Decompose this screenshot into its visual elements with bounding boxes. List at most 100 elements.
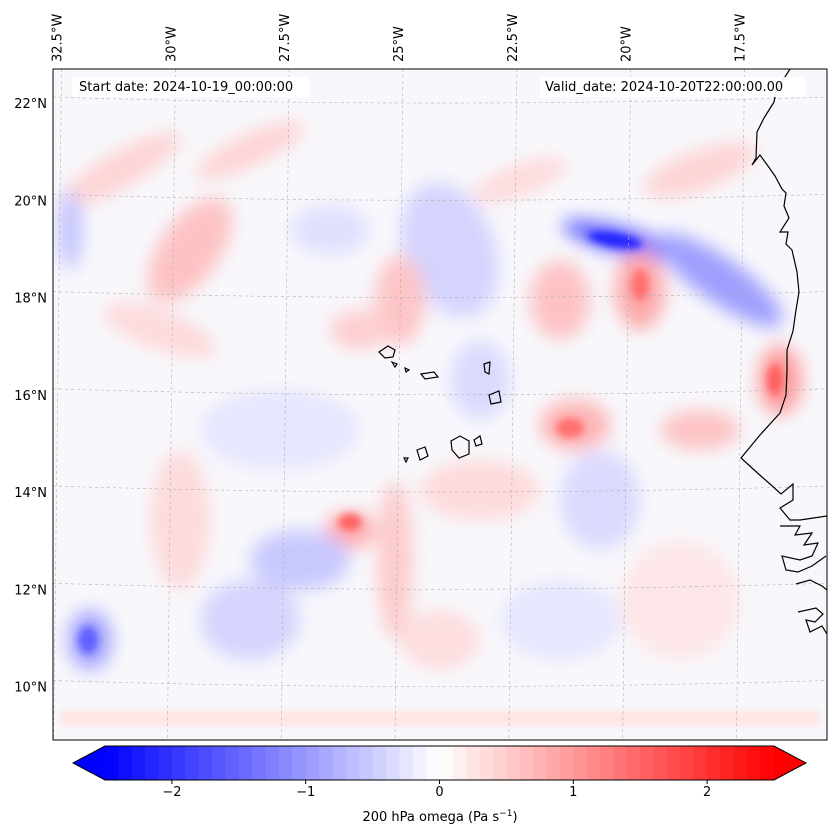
lon-tick-label: 17.5°W xyxy=(733,14,748,62)
colorbar-step xyxy=(666,746,681,780)
lon-gridline xyxy=(280,69,290,740)
gridlines xyxy=(53,69,827,740)
lat-tick-label: 12°N xyxy=(14,583,47,598)
lat-tick-label: 16°N xyxy=(14,389,47,404)
colorbar-step xyxy=(506,746,521,780)
lon-gridline xyxy=(508,69,518,740)
colorbar-step xyxy=(319,746,333,780)
lat-tick-label: 20°N xyxy=(14,194,47,209)
colorbar-step xyxy=(493,746,507,780)
colorbar-step xyxy=(707,746,721,780)
colorbar-step xyxy=(586,746,601,780)
lat-gridline xyxy=(53,291,827,298)
colorbar-tick-label: 2 xyxy=(703,785,711,800)
colorbar-step xyxy=(131,746,146,780)
colorbar-max-extend xyxy=(774,746,806,780)
colorbar-step xyxy=(466,746,481,780)
colorbar-label-prefix: 200 hPa omega (Pa s xyxy=(362,810,499,825)
colorbar-step xyxy=(693,746,708,780)
colorbar-step xyxy=(452,746,467,780)
colorbar-step xyxy=(359,746,374,780)
lat-gridline xyxy=(53,388,827,396)
colorbar-step xyxy=(252,746,267,780)
latitude-labels: 22°N 20°N 18°N 16°N 14°N 12°N 10°N xyxy=(14,97,47,695)
colorbar-step xyxy=(600,746,614,780)
colorbar-step xyxy=(385,746,400,780)
colorbar-step xyxy=(118,746,133,780)
colorbar-tick-label: −1 xyxy=(296,785,315,800)
colorbar-tick-label: 1 xyxy=(569,785,577,800)
colorbar-step xyxy=(626,746,641,780)
colorbar-step xyxy=(613,746,628,780)
colorbar-step xyxy=(747,746,762,780)
colorbar-step xyxy=(105,746,119,780)
colorbar-step xyxy=(559,746,574,780)
colorbar-steps xyxy=(105,746,775,780)
lon-gridline xyxy=(167,69,176,740)
coastline xyxy=(740,69,827,635)
colorbar-step xyxy=(305,746,320,780)
colorbar-step xyxy=(292,746,307,780)
colorbar-step xyxy=(426,746,440,780)
colorbar-step xyxy=(653,746,668,780)
colorbar-step xyxy=(733,746,748,780)
colorbar-tick-label: 0 xyxy=(435,785,443,800)
colorbar-step xyxy=(640,746,655,780)
valid-date-label: Valid_date: 2024-10-20T22:00:00.00 xyxy=(545,80,783,95)
colorbar-step xyxy=(198,746,213,780)
cape-verde-islands xyxy=(378,345,502,464)
lon-tick-label: 27.5°W xyxy=(278,14,293,62)
lon-tick-label: 25°W xyxy=(392,26,407,62)
lon-tick-label: 20°W xyxy=(620,26,635,62)
colorbar-step xyxy=(278,746,293,780)
lat-gridline xyxy=(53,582,827,590)
colorbar-label: 200 hPa omega (Pa s−1) xyxy=(362,809,517,825)
lat-tick-label: 18°N xyxy=(14,292,47,307)
colorbar-label-suffix: ) xyxy=(512,810,517,825)
lat-gridline xyxy=(53,193,827,201)
lat-tick-label: 14°N xyxy=(14,486,47,501)
colorbar: −2 −1 0 1 2 200 hPa omega (Pa s−1) xyxy=(71,745,808,825)
start-date-box xyxy=(72,77,310,97)
colorbar-step xyxy=(412,746,427,780)
colorbar-step xyxy=(573,746,588,780)
colorbar-step xyxy=(546,746,561,780)
colorbar-step xyxy=(212,746,226,780)
lat-tick-label: 10°N xyxy=(14,681,47,696)
colorbar-tick-label: −2 xyxy=(162,785,181,800)
colorbar-step xyxy=(145,746,160,780)
colorbar-step xyxy=(760,746,775,780)
colorbar-label-exponent: −1 xyxy=(499,809,512,819)
valid-date-box xyxy=(540,77,806,97)
map-panel: Start date: 2024-10-19_00:00:00 Valid_da… xyxy=(52,68,828,741)
longitude-labels: 32.5°W 30°W 27.5°W 25°W 22.5°W 20°W 17.5… xyxy=(51,14,749,62)
map-frame xyxy=(52,68,828,741)
lon-tick-label: 30°W xyxy=(164,26,179,62)
colorbar-step xyxy=(171,746,186,780)
colorbar-step xyxy=(265,746,280,780)
colorbar-step xyxy=(479,746,494,780)
colorbar-step xyxy=(238,746,253,780)
lon-gridline xyxy=(53,69,62,740)
lat-gridline xyxy=(53,485,827,493)
colorbar-step xyxy=(533,746,548,780)
lon-gridline xyxy=(736,69,745,740)
lon-tick-label: 32.5°W xyxy=(51,14,66,62)
omega-field xyxy=(53,69,827,740)
start-date-label: Start date: 2024-10-19_00:00:00 xyxy=(79,80,293,95)
colorbar-ticks xyxy=(171,780,708,784)
lon-tick-label: 22.5°W xyxy=(506,14,521,62)
colorbar-step xyxy=(439,746,454,780)
colorbar-min-extend xyxy=(73,746,105,780)
colorbar-step xyxy=(185,746,200,780)
colorbar-step xyxy=(720,746,735,780)
colorbar-step xyxy=(372,746,387,780)
colorbar-step xyxy=(399,746,414,780)
lat-tick-label: 22°N xyxy=(14,97,47,112)
colorbar-step xyxy=(345,746,360,780)
colorbar-step xyxy=(225,746,240,780)
colorbar-outline xyxy=(71,745,808,781)
colorbar-step xyxy=(332,746,347,780)
lat-gridline xyxy=(53,96,827,104)
